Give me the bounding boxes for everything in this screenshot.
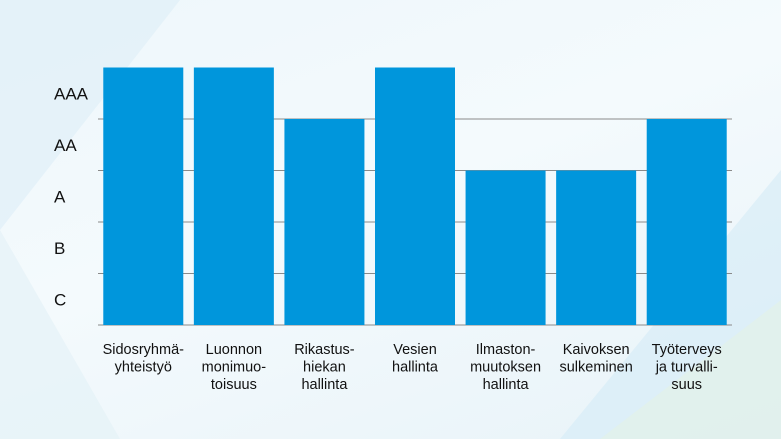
bars — [103, 67, 727, 325]
bar — [103, 67, 184, 325]
x-category-label: Ilmaston-muutoksen hallinta — [470, 342, 541, 393]
x-axis-labels: Sidosryhmä-yhteistyö Luonnon monimuo-toisu… — [103, 342, 722, 393]
x-category-label: Työterveys ja turvalli-suus — [652, 342, 722, 393]
bar — [465, 170, 546, 325]
y-tick-label: C — [54, 290, 66, 309]
y-tick-label: AA — [54, 136, 77, 155]
y-tick-label: AAA — [54, 84, 89, 103]
y-tick-label: B — [54, 239, 65, 258]
x-category-label: Kaivoksen sulkeminen — [559, 342, 632, 376]
bar — [284, 119, 365, 325]
bar — [556, 170, 637, 325]
bar — [646, 119, 727, 325]
x-category-label: Vesien hallinta — [392, 342, 439, 376]
bar — [193, 67, 274, 325]
bar — [375, 67, 455, 325]
x-category-label: Luonnon monimuo-toisuus — [202, 342, 267, 393]
x-category-label: Rikastus-hiekan hallinta — [294, 342, 355, 393]
x-category-label: Sidosryhmä-yhteistyö — [103, 342, 185, 376]
y-tick-label: A — [54, 187, 66, 206]
